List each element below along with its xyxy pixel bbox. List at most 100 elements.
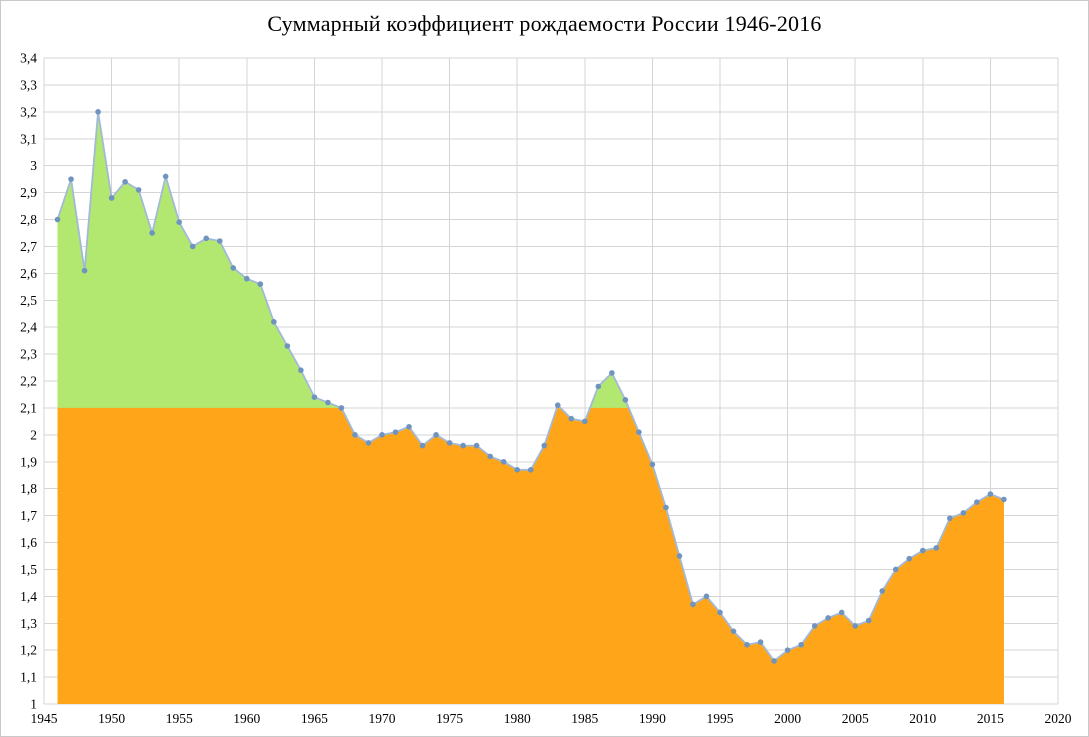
data-point: [947, 515, 953, 522]
data-point: [1001, 496, 1007, 503]
data-point: [311, 394, 318, 400]
y-tick-label: 3,2: [20, 104, 37, 119]
data-point: [811, 623, 818, 629]
x-tick-label: 1995: [707, 711, 734, 726]
data-point: [825, 615, 831, 621]
y-tick-label: 3,3: [20, 77, 37, 92]
data-point: [960, 510, 967, 516]
data-point: [298, 367, 304, 374]
data-point: [189, 243, 196, 250]
data-point: [460, 442, 466, 449]
x-tick-label: 2015: [977, 711, 1004, 726]
y-tick-label: 2,2: [20, 374, 37, 389]
data-point: [744, 641, 750, 648]
data-point: [514, 467, 520, 473]
data-point: [879, 588, 886, 594]
data-point: [487, 453, 493, 460]
x-tick-label: 1990: [639, 711, 666, 726]
data-point: [892, 566, 899, 573]
y-tick-label: 1,9: [20, 454, 37, 469]
data-point: [473, 442, 480, 449]
data-point: [933, 545, 940, 551]
data-point: [108, 195, 115, 201]
data-point: [920, 547, 926, 554]
data-point: [419, 442, 426, 449]
data-point: [906, 555, 913, 562]
data-point: [568, 415, 575, 422]
chart-title: Суммарный коэффициент рождаемости России…: [267, 11, 822, 36]
y-tick-label: 3: [30, 158, 37, 173]
y-tick-label: 2,1: [20, 400, 37, 415]
x-tick-label: 1965: [301, 711, 328, 726]
data-point: [244, 275, 250, 282]
data-point: [852, 623, 858, 629]
x-tick-label: 1985: [571, 711, 598, 726]
data-point: [649, 461, 656, 468]
data-point: [609, 370, 615, 376]
data-point: [987, 491, 994, 497]
x-tick-label: 1955: [166, 711, 193, 726]
x-tick-label: 1980: [504, 711, 531, 726]
data-point: [379, 432, 385, 438]
y-tick-label: 1,5: [20, 562, 37, 577]
y-tick-label: 1,1: [20, 670, 37, 685]
y-tick-label: 3,1: [20, 131, 37, 146]
x-tick-label: 2000: [774, 711, 801, 726]
data-point: [162, 173, 169, 180]
data-point: [176, 219, 182, 225]
y-tick-label: 2,4: [20, 320, 37, 335]
data-point: [216, 238, 223, 244]
y-tick-label: 1,7: [20, 508, 37, 523]
data-point: [365, 440, 372, 446]
data-point: [595, 383, 602, 390]
y-tick-label: 2,7: [20, 239, 37, 254]
x-tick-label: 1945: [31, 711, 58, 726]
data-point: [352, 432, 358, 438]
data-point: [500, 458, 507, 465]
data-point: [325, 399, 331, 406]
data-point: [446, 440, 453, 446]
area-below-replacement: [57, 407, 1004, 704]
data-point: [338, 405, 345, 411]
y-tick-label: 1,3: [20, 616, 37, 631]
y-tick-label: 2,6: [20, 266, 37, 281]
data-point: [784, 647, 791, 653]
data-point: [582, 418, 588, 425]
data-point: [622, 397, 629, 403]
data-point: [690, 601, 696, 608]
data-point: [757, 639, 764, 645]
data-point: [149, 230, 155, 236]
data-point: [392, 429, 399, 435]
x-tick-label: 1970: [369, 711, 396, 726]
data-point: [54, 216, 61, 223]
y-tick-label: 1,8: [20, 481, 37, 496]
data-point: [81, 267, 88, 274]
x-tick-label: 2010: [909, 711, 936, 726]
y-tick-label: 1: [30, 697, 37, 712]
y-tick-label: 1,4: [20, 589, 37, 604]
data-point: [703, 593, 710, 600]
x-tick-label: 1975: [436, 711, 463, 726]
data-point: [284, 343, 291, 349]
data-point: [230, 265, 237, 271]
data-point: [271, 318, 277, 325]
y-tick-label: 2: [30, 427, 37, 442]
x-tick-label: 1950: [98, 711, 125, 726]
data-point: [974, 499, 980, 505]
data-point: [838, 609, 845, 616]
data-point: [730, 628, 737, 635]
y-tick-label: 3,4: [20, 51, 37, 66]
y-tick-label: 1,6: [20, 535, 37, 550]
y-tick-label: 1,2: [20, 643, 37, 658]
data-point: [663, 504, 669, 511]
data-point: [865, 617, 872, 624]
data-point: [68, 176, 74, 182]
y-tick-label: 2,9: [20, 185, 37, 200]
x-tick-label: 2005: [842, 711, 869, 726]
data-point: [95, 109, 101, 115]
data-point: [541, 442, 548, 449]
data-point: [676, 553, 683, 559]
y-tick-label: 2,8: [20, 212, 37, 227]
